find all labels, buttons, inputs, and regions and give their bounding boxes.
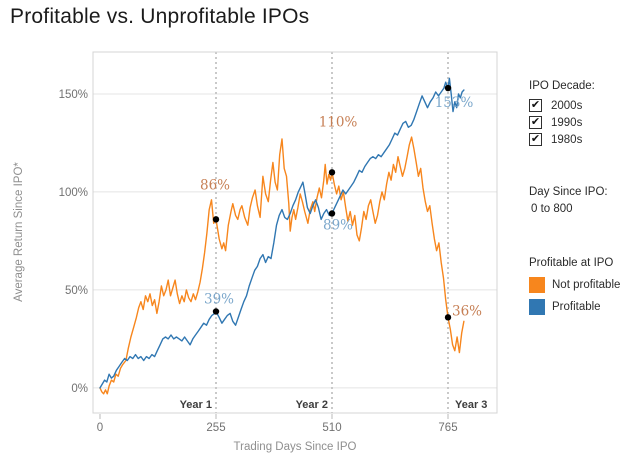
y-tick-label: 50% (65, 285, 88, 297)
series-line-profitable (99, 77, 465, 389)
y-tick-label: 0% (71, 383, 88, 395)
annotation-label: 39% (204, 291, 234, 307)
annotation-dot (212, 308, 220, 315)
annotation-label: 153% (435, 95, 474, 111)
decade-checkbox-2000s[interactable]: ✔ 2000s (529, 97, 595, 114)
legend-swatch-icon (529, 299, 545, 315)
year-marker-label: Year 2 (296, 399, 328, 411)
checkbox-icon[interactable]: ✔ (529, 99, 542, 112)
annotation-label: 36% (452, 303, 482, 319)
x-tick-label: 765 (438, 422, 457, 434)
annotation-dot (328, 210, 336, 217)
legend-item-label: Profitable (552, 301, 601, 313)
legend-item-profitable[interactable]: Profitable (529, 296, 620, 318)
day-filter-value: 0 to 800 (531, 203, 573, 215)
day-filter-title: Day Since IPO: (529, 186, 608, 198)
legend-item-not-profitable[interactable]: Not profitable (529, 274, 620, 296)
annotation-dot (328, 169, 336, 176)
page-title: Profitable vs. Unprofitable IPOs (10, 5, 310, 28)
y-tick-label: 150% (59, 89, 88, 101)
year-marker-label: Year 3 (455, 399, 487, 411)
decade-checkbox-1990s[interactable]: ✔ 1990s (529, 114, 595, 131)
axis-ticks: 0 255 510 765 0% 50% 100% 150% (59, 89, 458, 434)
year-marker-label: Year 1 (180, 399, 212, 411)
decade-checkbox-label: 1980s (551, 133, 583, 146)
decade-filter: IPO Decade: ✔ 2000s ✔ 1990s ✔ 1980s (529, 80, 595, 148)
plot-border (92, 51, 498, 414)
legend-item-label: Not profitable (552, 279, 621, 291)
decade-options: ✔ 2000s ✔ 1990s ✔ 1980s (529, 97, 595, 148)
decade-checkbox-1980s[interactable]: ✔ 1980s (529, 131, 595, 148)
year-marker-lines: Year 1 Year 2 Year 3 (180, 52, 487, 413)
y-gridlines (93, 93, 497, 389)
series-line-not-profitable (99, 136, 465, 395)
x-tick-label: 255 (206, 422, 225, 434)
decade-checkbox-label: 1990s (551, 116, 583, 129)
annotation-label: 110% (319, 114, 358, 130)
x-axis-title: Trading Days Since IPO (234, 441, 357, 453)
color-legend-title: Profitable at IPO (529, 257, 614, 269)
checkbox-icon[interactable]: ✔ (529, 133, 542, 146)
day-filter: Day Since IPO: 0 to 800 (529, 186, 608, 215)
x-tick-label: 510 (322, 422, 341, 434)
color-legend-items: Not profitable Profitable (529, 274, 620, 318)
decade-filter-title: IPO Decade: (529, 80, 595, 92)
annotation-dot (212, 216, 220, 223)
annotation-label: 86% (200, 177, 230, 193)
annotation-dot (444, 314, 452, 321)
side-panel: IPO Decade: ✔ 2000s ✔ 1990s ✔ 1980s Day Since… (529, 80, 635, 340)
series-lines (99, 77, 465, 395)
annotations: 86% 39% 110% 89% 153% 36% (200, 84, 482, 321)
annotation-label: 89% (323, 217, 353, 233)
y-axis-title: Average Return Since IPO* (13, 162, 25, 302)
annotation-dot (444, 84, 452, 92)
decade-checkbox-label: 2000s (551, 99, 583, 112)
checkbox-icon[interactable]: ✔ (529, 116, 542, 129)
color-legend: Profitable at IPO Not profitable Profitab… (529, 257, 620, 318)
legend-swatch-icon (529, 277, 545, 293)
x-tick-label: 0 (97, 422, 103, 434)
y-tick-label: 100% (59, 187, 88, 199)
